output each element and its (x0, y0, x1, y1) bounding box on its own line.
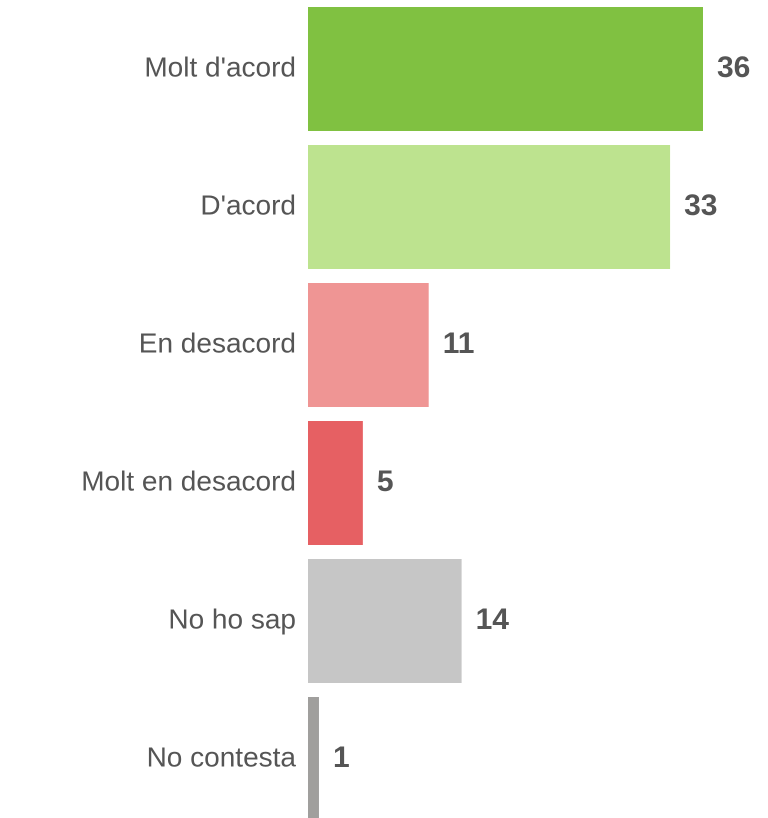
bar (308, 7, 703, 131)
value-label: 5 (377, 465, 394, 498)
bar (308, 421, 363, 545)
value-label: 11 (443, 327, 475, 360)
bar (308, 697, 319, 818)
category-label: D'acord (200, 189, 296, 220)
category-label: No ho sap (168, 603, 296, 634)
bar (308, 559, 462, 683)
value-label: 33 (684, 189, 717, 222)
category-label: Molt en desacord (81, 465, 296, 496)
value-label: 14 (476, 603, 510, 636)
category-label: Molt d'acord (144, 51, 296, 82)
category-label: En desacord (139, 327, 296, 358)
bar (308, 145, 671, 269)
category-label: No contesta (147, 741, 297, 772)
bar (308, 283, 429, 407)
value-label: 36 (717, 51, 750, 84)
value-label: 1 (333, 741, 350, 774)
